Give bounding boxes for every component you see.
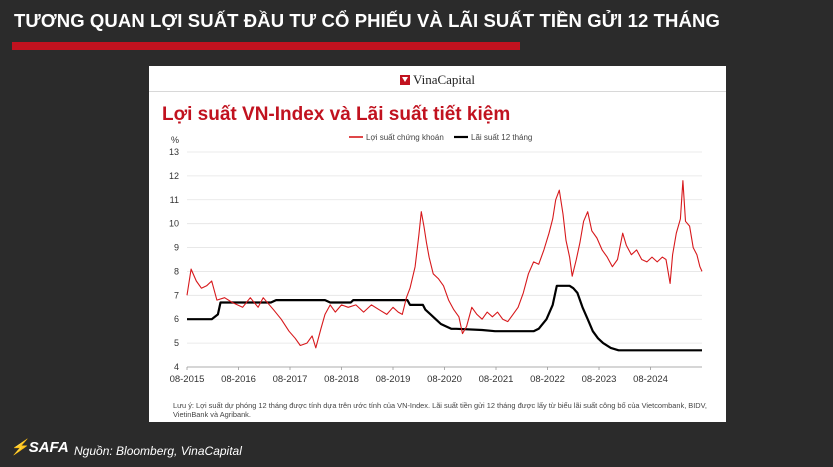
y-tick-label: 7 xyxy=(174,290,179,300)
safa-logo: ⚡SAFA xyxy=(10,438,69,456)
chart-note: Lưu ý: Lợi suất dự phóng 12 tháng được t… xyxy=(173,401,707,419)
y-tick-label: 12 xyxy=(169,171,179,181)
y-axis-label: % xyxy=(171,135,179,145)
vinacapital-logo: VinaCapital xyxy=(149,72,726,88)
legend-label-stock-yield: Lợi suất chứng khoán xyxy=(366,133,444,142)
chart-panel: VinaCapital Lợi suất VN-Index và Lãi suấ… xyxy=(149,66,726,422)
y-tick-label: 10 xyxy=(169,219,179,229)
x-tick-label: 08-2017 xyxy=(273,374,308,385)
logo-divider xyxy=(149,91,726,92)
x-tick-label: 08-2019 xyxy=(376,374,411,385)
safa-logo-text: SAFA xyxy=(28,439,69,456)
legend-label-deposit-rate: Lãi suất 12 tháng xyxy=(471,133,532,142)
x-tick-label: 08-2020 xyxy=(427,374,462,385)
y-tick-label: 13 xyxy=(169,147,179,157)
x-tick-label: 08-2015 xyxy=(170,374,205,385)
series-line-deposit-rate xyxy=(187,284,702,352)
safa-logo-icon: ⚡ xyxy=(10,439,29,456)
source-note: Nguồn: Bloomberg, VinaCapital xyxy=(74,444,242,458)
x-tick-label: 08-2016 xyxy=(221,374,256,385)
line-chart: 4 5 6 7 8 9 10 11 12 13% 08-2015 08-2016 08-2017 08-2… xyxy=(169,133,703,385)
y-tick-label: 9 xyxy=(174,243,179,253)
x-tick-label: 08-2022 xyxy=(530,374,565,385)
vinacapital-logo-icon xyxy=(399,75,410,85)
y-tick-label: 6 xyxy=(174,314,179,324)
x-tick-label: 08-2024 xyxy=(633,374,668,385)
slide-title: TƯƠNG QUAN LỢI SUẤT ĐẦU TƯ CỔ PHIẾU VÀ L… xyxy=(14,10,720,31)
title-accent-bar xyxy=(12,42,520,50)
y-tick-label: 11 xyxy=(170,195,179,205)
x-tick-label: 08-2018 xyxy=(324,374,359,385)
series-line-stock-yield xyxy=(186,180,703,349)
x-tick-label: 08-2023 xyxy=(582,374,617,385)
y-tick-label: 5 xyxy=(174,338,179,348)
vinacapital-logo-text: VinaCapital xyxy=(412,72,476,87)
chart-title: Lợi suất VN-Index và Lãi suất tiết kiệm xyxy=(162,104,511,125)
y-tick-label: 8 xyxy=(174,266,179,276)
x-tick-label: 08-2021 xyxy=(479,374,514,385)
y-tick-label: 4 xyxy=(174,362,179,372)
